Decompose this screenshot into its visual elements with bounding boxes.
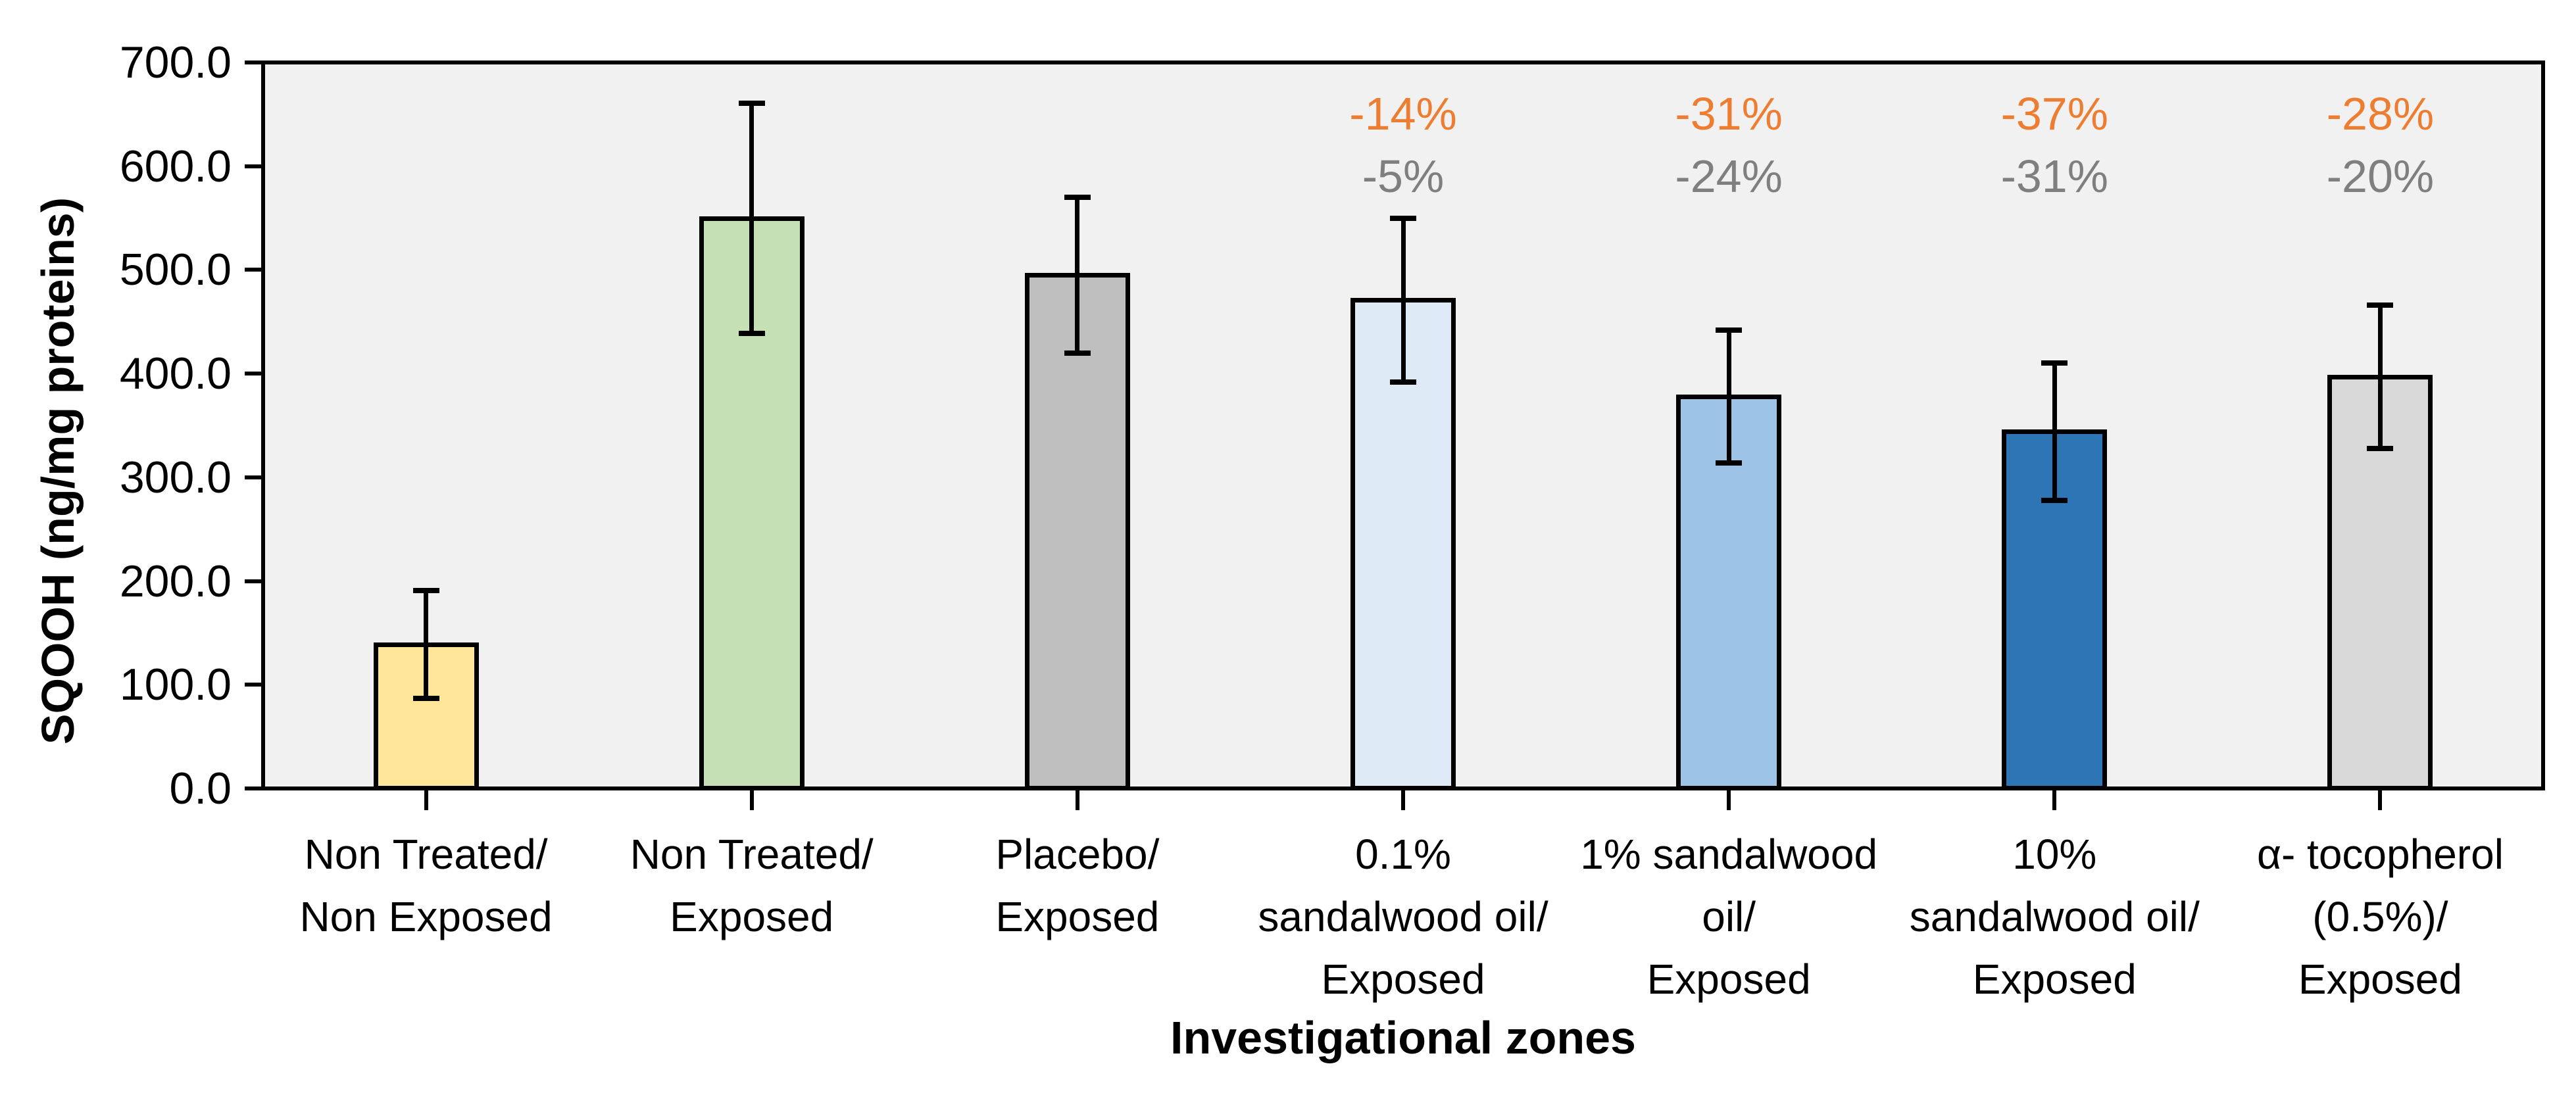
error-cap-bottom <box>412 695 439 701</box>
pct-annotation: -28% <box>2326 88 2435 139</box>
y-tick-mark <box>245 61 261 64</box>
x-category-label-line: Exposed <box>670 893 834 940</box>
x-category-label-line: 1% sandalwood <box>1580 831 1878 878</box>
error-cap-bottom <box>738 330 765 336</box>
y-tick-label: 0.0 <box>169 763 232 813</box>
x-category-label: 1% sandalwood oil/Exposed <box>1564 823 1893 1011</box>
pct-annotation: -14% <box>1349 88 1457 139</box>
pct-annotation-block: -28% -20% <box>2216 83 2544 208</box>
error-bar <box>1726 329 1731 463</box>
x-category-label-line: 0.1% <box>1355 831 1451 878</box>
x-category-label: α- tocopherol (0.5%)/ Exposed <box>2216 823 2544 1011</box>
error-cap-top <box>412 587 439 593</box>
pct-annotation-block: -31% -24% <box>1564 83 1893 208</box>
x-tick-mark <box>424 790 428 810</box>
x-category-label-line: Exposed <box>1647 956 1811 1003</box>
x-category-label-line: Non Treated/ <box>630 831 874 878</box>
error-bar <box>1075 197 1080 353</box>
error-cap-bottom <box>2041 497 2068 503</box>
x-category-label-line: sandalwood oil/ <box>1258 893 1548 940</box>
x-category-label-line: Placebo/ <box>995 831 1160 878</box>
error-cap-top <box>2367 303 2394 308</box>
y-tick-label: 100.0 <box>119 660 232 710</box>
error-bar <box>2052 363 2057 500</box>
x-category-label: Non Treated/Exposed <box>587 823 916 948</box>
x-category-label-line: Non Treated/ <box>304 831 548 878</box>
error-cap-top <box>1064 195 1091 201</box>
pct-annotation: -37% <box>2000 88 2108 139</box>
x-category-label-line: sandalwood oil/ <box>1909 893 2200 940</box>
pct-annotation: -24% <box>1675 151 1783 202</box>
y-tick-label: 400.0 <box>119 349 232 399</box>
x-tick-mark <box>1075 790 1079 810</box>
x-category-label-line: (0.5%)/ <box>2312 893 2448 940</box>
x-category-label-line: oil/ <box>1702 893 1756 940</box>
x-category-label-line: 10% <box>2012 831 2097 878</box>
error-cap-top <box>1390 215 1416 221</box>
error-bar <box>1400 218 1406 382</box>
y-tick-mark <box>245 475 261 479</box>
x-category-label: Placebo/Exposed <box>913 823 1242 948</box>
error-cap-bottom <box>2367 445 2394 451</box>
x-axis-title: Investigational zones <box>1170 1012 1636 1063</box>
x-category-label-line: Non Exposed <box>299 893 553 940</box>
pct-annotation-block: -14% -5% <box>1239 83 1568 208</box>
y-tick-label: 500.0 <box>119 245 232 295</box>
x-category-label: Non Treated/Non Exposed <box>262 823 591 948</box>
error-cap-bottom <box>1064 350 1091 356</box>
pct-annotation: -20% <box>2326 151 2435 202</box>
x-tick-mark <box>749 790 754 810</box>
x-category-label: 10% sandalwood oil/Exposed <box>1890 823 2219 1011</box>
pct-annotation: -31% <box>2000 151 2108 202</box>
y-tick-label: 700.0 <box>119 37 232 87</box>
pct-annotation: -5% <box>1362 151 1445 202</box>
y-tick-mark <box>245 268 261 272</box>
error-cap-top <box>2041 360 2068 366</box>
error-bar <box>749 103 755 333</box>
error-cap-bottom <box>1390 379 1416 385</box>
pct-annotation: -31% <box>1675 88 1783 139</box>
error-cap-top <box>1716 327 1743 333</box>
x-category-label-line: Exposed <box>1321 956 1485 1003</box>
x-tick-mark <box>2378 790 2383 810</box>
x-category-label: 0.1% sandalwood oil/Exposed <box>1239 823 1568 1011</box>
y-tick-mark <box>245 579 261 583</box>
x-tick-mark <box>1401 790 1405 810</box>
x-tick-mark <box>1727 790 1731 810</box>
y-tick-label: 200.0 <box>119 556 232 606</box>
x-category-label-line: Exposed <box>2298 956 2462 1003</box>
x-category-label-line: Exposed <box>1972 956 2137 1003</box>
x-category-label-line: α- tocopherol <box>2256 831 2504 878</box>
error-bar <box>424 590 429 698</box>
error-cap-bottom <box>1716 460 1743 466</box>
bar <box>1024 273 1130 790</box>
y-tick-mark <box>245 683 261 687</box>
y-tick-label: 600.0 <box>119 141 232 191</box>
error-bar <box>2377 305 2383 448</box>
pct-annotation-block: -37% -31% <box>1890 83 2219 208</box>
error-cap-top <box>738 100 765 106</box>
y-tick-label: 300.0 <box>119 452 232 502</box>
y-tick-mark <box>245 787 261 790</box>
y-tick-mark <box>245 372 261 376</box>
y-tick-mark <box>245 164 261 168</box>
x-category-label-line: Exposed <box>995 893 1160 940</box>
bar <box>1676 394 1782 790</box>
x-tick-mark <box>2052 790 2057 810</box>
